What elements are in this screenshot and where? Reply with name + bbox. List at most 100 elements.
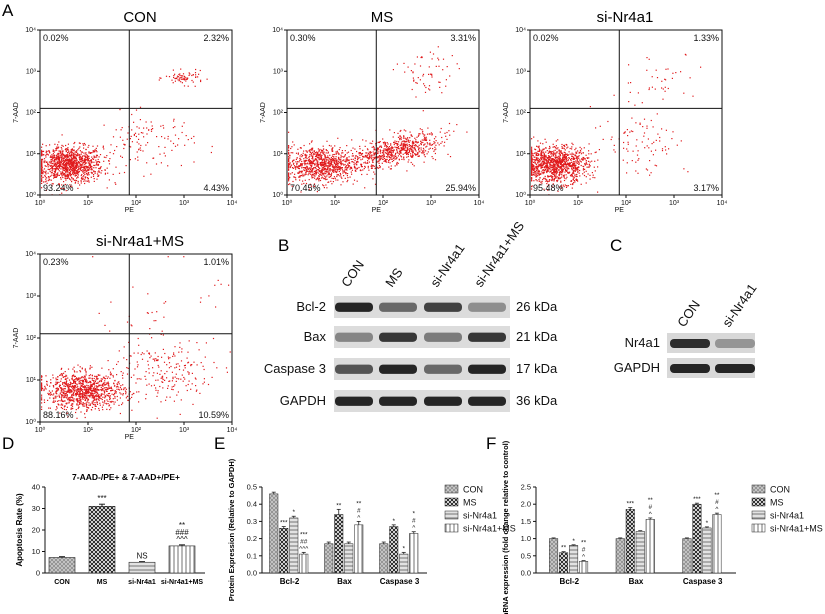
event-dot bbox=[367, 157, 369, 159]
event-dot bbox=[567, 185, 569, 187]
event-dot bbox=[41, 155, 43, 157]
event-dot bbox=[613, 144, 615, 146]
event-dot bbox=[41, 160, 43, 162]
event-dot bbox=[58, 170, 60, 172]
event-dot bbox=[58, 163, 61, 166]
event-dot bbox=[61, 155, 63, 157]
event-dot bbox=[83, 180, 85, 182]
event-dot bbox=[309, 164, 311, 166]
event-dot bbox=[545, 167, 548, 169]
event-dot bbox=[572, 163, 575, 165]
event-dot bbox=[533, 168, 535, 170]
event-dot bbox=[431, 58, 433, 60]
event-dot bbox=[100, 380, 103, 383]
event-dot bbox=[418, 133, 420, 135]
event-dot bbox=[429, 147, 431, 149]
event-dot bbox=[333, 153, 335, 156]
event-dot bbox=[124, 387, 126, 389]
event-dot bbox=[79, 371, 82, 373]
event-dot bbox=[409, 140, 411, 142]
event-dot bbox=[553, 166, 555, 168]
event-dot bbox=[531, 169, 533, 171]
event-dot bbox=[54, 400, 57, 402]
event-dot bbox=[558, 155, 560, 157]
event-dot bbox=[665, 149, 667, 151]
event-dot bbox=[63, 172, 66, 175]
event-dot bbox=[84, 161, 86, 163]
event-dot bbox=[372, 154, 374, 156]
event-dot bbox=[406, 150, 408, 152]
event-dot bbox=[613, 94, 615, 96]
event-dot bbox=[385, 159, 387, 161]
event-dot bbox=[61, 374, 64, 376]
event-dot bbox=[96, 393, 98, 395]
event-dot bbox=[49, 144, 51, 146]
event-dot bbox=[415, 139, 417, 141]
event-dot bbox=[109, 401, 111, 403]
event-dot bbox=[97, 161, 99, 163]
event-dot bbox=[41, 146, 43, 148]
event-dot bbox=[325, 157, 327, 159]
event-dot bbox=[398, 153, 401, 155]
event-dot bbox=[94, 389, 97, 391]
event-dot bbox=[41, 387, 44, 389]
event-dot bbox=[288, 153, 290, 155]
event-dot bbox=[403, 141, 406, 143]
event-dot bbox=[585, 170, 587, 172]
event-dot bbox=[356, 158, 359, 160]
event-dot bbox=[622, 159, 624, 161]
event-dot bbox=[431, 73, 433, 75]
event-dot bbox=[56, 164, 58, 166]
event-dot bbox=[150, 130, 153, 132]
event-dot bbox=[395, 147, 397, 149]
event-dot bbox=[81, 397, 83, 399]
event-dot bbox=[542, 165, 544, 167]
event-dot bbox=[384, 143, 387, 145]
event-dot bbox=[378, 158, 380, 160]
event-dot bbox=[533, 180, 535, 182]
event-dot bbox=[359, 148, 361, 150]
event-dot bbox=[331, 162, 333, 164]
event-dot bbox=[92, 158, 94, 160]
event-dot bbox=[131, 129, 133, 131]
event-dot bbox=[61, 165, 63, 167]
event-dot bbox=[321, 158, 323, 160]
event-dot bbox=[337, 165, 339, 168]
event-dot bbox=[396, 157, 398, 159]
event-dot bbox=[575, 178, 577, 180]
event-dot bbox=[532, 161, 534, 163]
event-dot bbox=[86, 409, 88, 412]
event-dot bbox=[646, 57, 648, 59]
event-dot bbox=[347, 163, 349, 165]
event-dot bbox=[345, 159, 347, 161]
event-dot bbox=[293, 176, 295, 178]
event-dot bbox=[572, 166, 574, 168]
event-dot bbox=[560, 151, 562, 153]
event-dot bbox=[346, 175, 348, 177]
event-dot bbox=[410, 148, 412, 150]
event-dot bbox=[63, 162, 65, 164]
event-dot bbox=[562, 157, 564, 159]
event-dot bbox=[66, 168, 68, 171]
event-dot bbox=[387, 154, 389, 156]
event-dot bbox=[84, 413, 86, 415]
event-dot bbox=[531, 157, 533, 159]
event-dot bbox=[539, 160, 541, 162]
event-dot bbox=[71, 167, 73, 169]
event-dot bbox=[87, 155, 89, 158]
event-dot bbox=[80, 166, 82, 169]
event-dot bbox=[312, 151, 314, 153]
event-dot bbox=[391, 154, 393, 156]
event-dot bbox=[406, 147, 409, 149]
event-dot bbox=[392, 136, 394, 138]
event-dot bbox=[547, 167, 549, 169]
event-dot bbox=[294, 167, 296, 169]
event-dot bbox=[74, 182, 76, 184]
event-dot bbox=[74, 386, 76, 388]
event-dot bbox=[425, 146, 427, 148]
event-dot bbox=[402, 140, 405, 142]
event-dot bbox=[87, 407, 89, 409]
event-dot bbox=[293, 165, 296, 167]
event-dot bbox=[645, 168, 647, 170]
event-dot bbox=[562, 158, 564, 160]
